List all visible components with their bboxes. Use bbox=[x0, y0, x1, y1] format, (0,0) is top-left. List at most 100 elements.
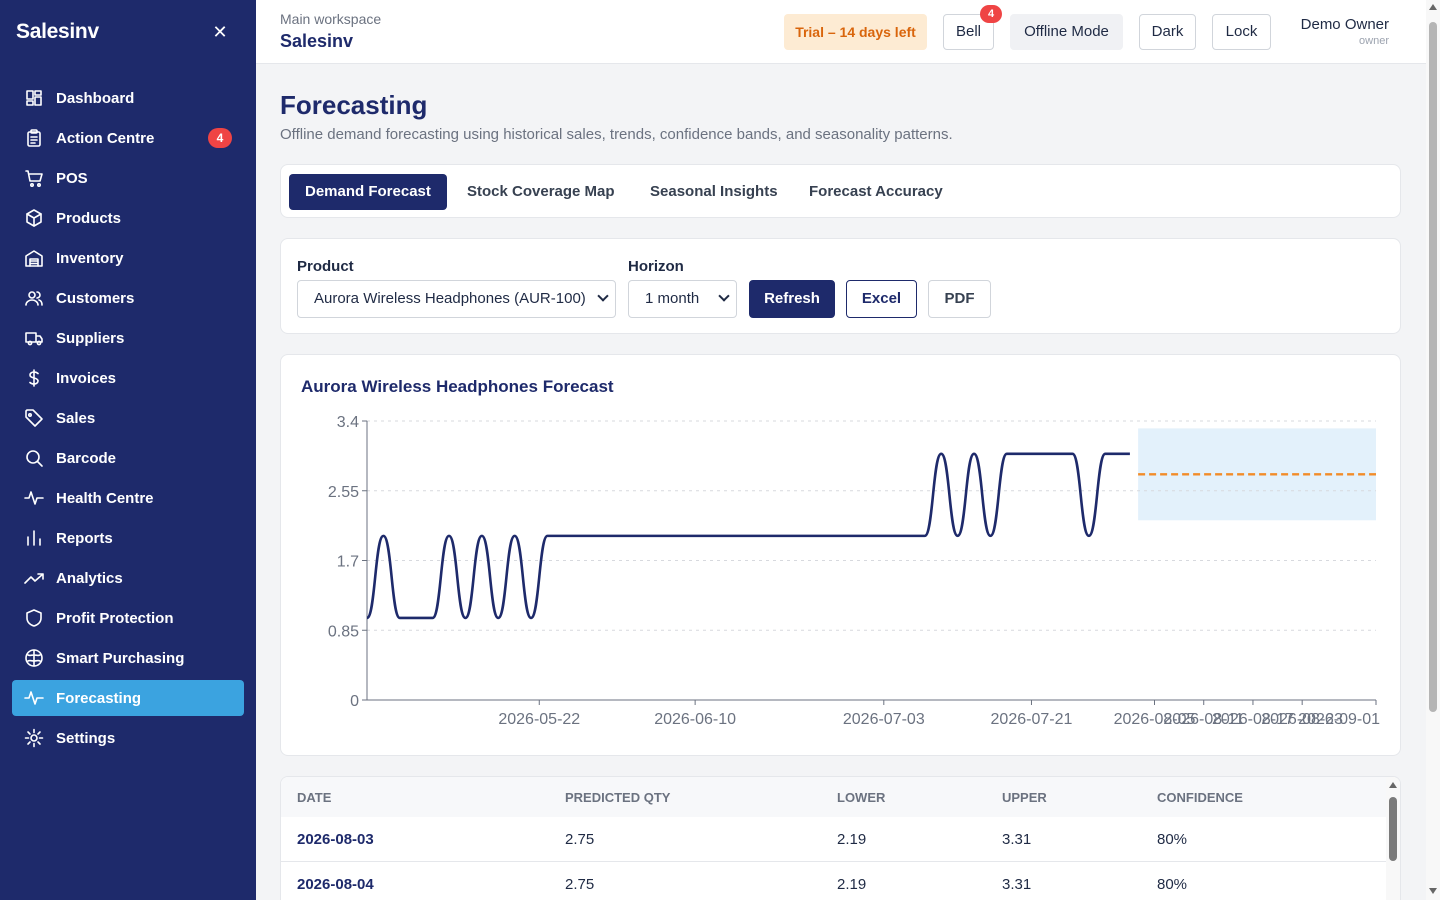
sidebar-item-action-centre[interactable]: Action Centre 4 bbox=[12, 120, 244, 156]
trial-badge[interactable]: Trial – 14 days left bbox=[784, 14, 927, 50]
users-icon bbox=[24, 288, 44, 308]
forecast-chart: 3.4 2.55 1.7 0.85 0 2026-05-22 2026-06-10 2026-… bbox=[328, 414, 1380, 728]
y-tick-label: 1.7 bbox=[337, 554, 359, 571]
x-tick-label: 2026-07-03 bbox=[843, 711, 925, 728]
excel-export-button[interactable]: Excel bbox=[846, 280, 917, 318]
cell-lower: 2.19 bbox=[837, 876, 867, 893]
topbar: Main workspace Salesinv Trial – 14 days … bbox=[256, 0, 1426, 64]
y-tick-label: 2.55 bbox=[328, 484, 359, 501]
user-name[interactable]: Demo Owner bbox=[1300, 16, 1389, 33]
sidebar-item-barcode[interactable]: Barcode bbox=[12, 440, 244, 476]
user-role: owner bbox=[1359, 35, 1389, 47]
sidebar-item-invoices[interactable]: Invoices bbox=[12, 360, 244, 396]
sidebar-item-inventory[interactable]: Inventory bbox=[12, 240, 244, 276]
pdf-export-button[interactable]: PDF bbox=[928, 280, 991, 318]
sidebar-item-products[interactable]: Products bbox=[12, 200, 244, 236]
scrollbar-thumb[interactable] bbox=[1429, 22, 1437, 712]
tab-forecast-accuracy[interactable]: Forecast Accuracy bbox=[809, 183, 943, 200]
sidebar-item-smart-purchasing[interactable]: Smart Purchasing bbox=[12, 640, 244, 676]
scroll-up-icon[interactable] bbox=[1389, 782, 1397, 788]
sidebar-item-label: Barcode bbox=[56, 449, 117, 467]
workspace-name[interactable]: Salesinv bbox=[280, 31, 354, 51]
sidebar-item-sales[interactable]: Sales bbox=[12, 400, 244, 436]
column-header-confidence[interactable]: CONFIDENCE bbox=[1157, 790, 1243, 805]
scroll-down-icon[interactable] bbox=[1429, 888, 1437, 894]
shield-icon bbox=[24, 608, 44, 628]
sidebar-item-health-centre[interactable]: Health Centre bbox=[12, 480, 244, 516]
dark-mode-button[interactable]: Dark bbox=[1139, 14, 1196, 50]
brand-logo: Salesinv bbox=[16, 20, 99, 43]
sidebar-item-label: Health Centre bbox=[56, 489, 154, 507]
offline-mode-button[interactable]: Offline Mode bbox=[1010, 14, 1123, 50]
table-scrollbar[interactable] bbox=[1386, 777, 1400, 900]
x-tick-label: 2026-08-11 bbox=[1163, 711, 1244, 728]
sidebar-item-settings[interactable]: Settings bbox=[12, 720, 244, 756]
sidebar-item-label: Action Centre bbox=[56, 129, 155, 147]
chevron-down-icon bbox=[718, 290, 730, 302]
cell-upper: 3.31 bbox=[1002, 876, 1032, 893]
tag-icon bbox=[24, 408, 44, 428]
warehouse-icon bbox=[24, 248, 44, 268]
dollar-icon bbox=[24, 368, 44, 388]
horizon-label: Horizon bbox=[628, 258, 684, 275]
x-tick-label: 2026-05-22 bbox=[498, 711, 580, 728]
column-header-lower[interactable]: LOWER bbox=[837, 790, 886, 805]
page-scrollbar[interactable] bbox=[1426, 0, 1440, 900]
product-label: Product bbox=[297, 258, 354, 275]
tab-seasonal-insights[interactable]: Seasonal Insights bbox=[650, 183, 778, 200]
chart-title: Aurora Wireless Headphones Forecast bbox=[301, 377, 614, 396]
notification-badge: 4 bbox=[980, 5, 1002, 23]
cell-confidence: 80% bbox=[1157, 831, 1188, 848]
sidebar-item-label: Reports bbox=[56, 529, 113, 547]
clipboard-icon bbox=[24, 128, 44, 148]
column-header-date[interactable]: DATE bbox=[297, 790, 332, 805]
sidebar-item-label: Forecasting bbox=[56, 689, 142, 707]
sidebar-item-label: Analytics bbox=[56, 569, 123, 587]
scroll-up-icon[interactable] bbox=[1429, 4, 1437, 10]
pulse-icon bbox=[24, 688, 44, 708]
sidebar-item-pos[interactable]: POS bbox=[12, 160, 244, 196]
table-row[interactable]: 2026-08-04 2.75 2.19 3.31 80% bbox=[281, 862, 1386, 900]
x-tick-label: 2026-06-10 bbox=[654, 711, 736, 728]
sidebar-item-profit-protection[interactable]: Profit Protection bbox=[12, 600, 244, 636]
sidebar-item-suppliers[interactable]: Suppliers bbox=[12, 320, 244, 356]
refresh-button[interactable]: Refresh bbox=[749, 280, 835, 318]
product-select-value: Aurora Wireless Headphones (AUR-100) bbox=[314, 290, 586, 307]
notification-badge: 4 bbox=[208, 128, 232, 148]
tab-demand-forecast[interactable]: Demand Forecast bbox=[289, 174, 447, 210]
box-icon bbox=[24, 208, 44, 228]
sidebar-item-label: Dashboard bbox=[56, 89, 135, 107]
table-header: DATE PREDICTED QTY LOWER UPPER CONFIDENC… bbox=[281, 777, 1386, 817]
history-line bbox=[365, 452, 1130, 620]
product-select[interactable]: Aurora Wireless Headphones (AUR-100) bbox=[297, 280, 616, 318]
sidebar-item-label: POS bbox=[56, 169, 88, 187]
lock-button[interactable]: Lock bbox=[1212, 14, 1271, 50]
sidebar-item-customers[interactable]: Customers bbox=[12, 280, 244, 316]
cart-icon bbox=[24, 168, 44, 188]
sidebar-item-analytics[interactable]: Analytics bbox=[12, 560, 244, 596]
sidebar-item-dashboard[interactable]: Dashboard bbox=[12, 80, 244, 116]
sidebar-item-label: Smart Purchasing bbox=[56, 649, 185, 667]
chevron-down-icon bbox=[597, 290, 609, 302]
x-tick-label: 2026-07-21 bbox=[991, 711, 1073, 728]
close-icon[interactable]: ✕ bbox=[212, 22, 228, 42]
scrollbar-thumb[interactable] bbox=[1389, 797, 1397, 861]
y-tick-label: 3.4 bbox=[337, 414, 359, 431]
gear-icon bbox=[24, 728, 44, 748]
sidebar-item-label: Invoices bbox=[56, 369, 117, 387]
sidebar-item-forecasting[interactable]: Forecasting bbox=[12, 680, 244, 716]
table-row[interactable]: 2026-08-03 2.75 2.19 3.31 80% bbox=[281, 817, 1386, 862]
sidebar-item-label: Inventory bbox=[56, 249, 124, 267]
sidebar-item-label: Suppliers bbox=[56, 329, 125, 347]
horizon-select[interactable]: 1 month bbox=[628, 280, 737, 318]
trend-icon bbox=[24, 568, 44, 588]
tab-stock-coverage-map[interactable]: Stock Coverage Map bbox=[467, 183, 615, 200]
sidebar-nav: Dashboard Action Centre 4 POS Products Invent… bbox=[12, 80, 244, 760]
filter-panel: Product Aurora Wireless Headphones (AUR-… bbox=[280, 238, 1401, 334]
cell-confidence: 80% bbox=[1157, 876, 1188, 893]
truck-icon bbox=[24, 328, 44, 348]
column-header-predicted-qty[interactable]: PREDICTED QTY bbox=[565, 790, 671, 805]
sidebar-item-label: Profit Protection bbox=[56, 609, 174, 627]
sidebar-item-reports[interactable]: Reports bbox=[12, 520, 244, 556]
column-header-upper[interactable]: UPPER bbox=[1002, 790, 1047, 805]
